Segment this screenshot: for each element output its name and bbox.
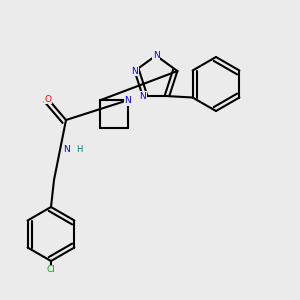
Text: N: N <box>63 146 69 154</box>
Text: N: N <box>153 51 159 60</box>
Text: N: N <box>140 92 146 101</box>
Text: O: O <box>44 94 52 103</box>
Text: H: H <box>76 146 83 154</box>
Text: N: N <box>124 96 131 105</box>
Text: N: N <box>131 67 138 76</box>
Text: Cl: Cl <box>46 266 56 274</box>
